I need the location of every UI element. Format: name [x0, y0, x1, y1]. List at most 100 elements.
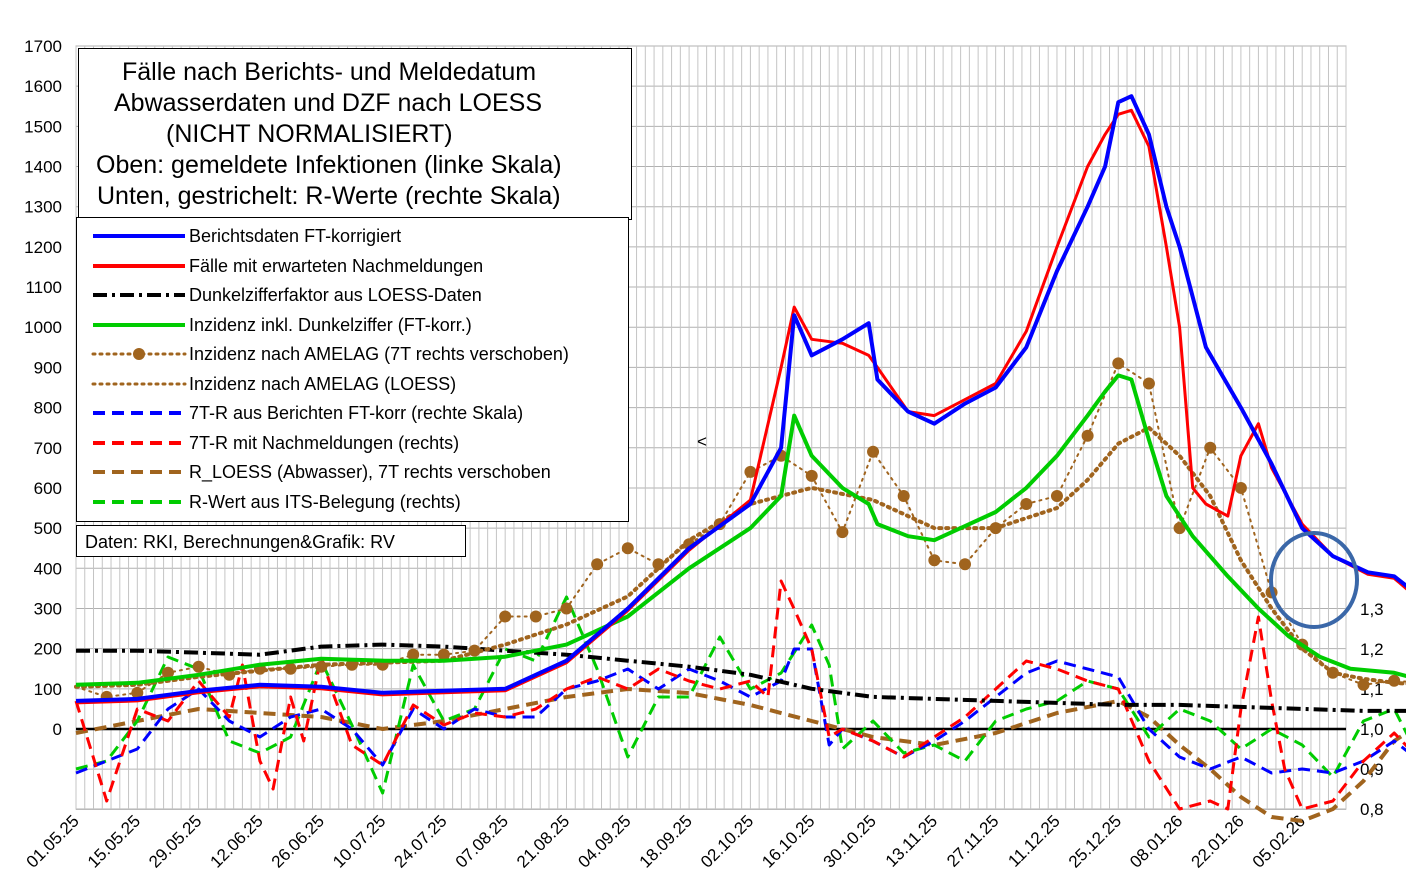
series-line-7 [74, 579, 1406, 811]
legend-swatch [93, 499, 185, 504]
legend-item: Dunkelzifferfaktor aus LOESS-Daten [77, 281, 628, 310]
annotation-mark: < [697, 432, 707, 451]
series-marker-4 [1357, 678, 1370, 691]
left-tick-label: 200 [34, 640, 62, 659]
series-line-3 [75, 373, 1406, 687]
x-tick-label: 25.12.25 [1065, 811, 1125, 871]
left-tick-label: 1000 [24, 318, 62, 337]
series-marker-4 [1204, 441, 1217, 454]
right-tick-label: 1,0 [1360, 720, 1384, 739]
legend: Berichtsdaten FT-korrigiert Fälle mit erw… [76, 217, 629, 522]
legend-label: 7T-R mit Nachmeldungen (rechts) [189, 432, 460, 453]
series-marker-4 [1173, 522, 1186, 535]
series-marker-4 [499, 610, 512, 623]
legend-item: Inzidenz nach AMELAG (7T rechts verschob… [77, 340, 628, 369]
legend-swatch [93, 263, 185, 268]
right-tick-label: 1,2 [1360, 640, 1384, 659]
series-marker-4 [867, 445, 880, 458]
series-marker-4 [529, 610, 542, 623]
left-tick-label: 1300 [24, 198, 62, 217]
x-tick-label: 21.08.25 [513, 811, 573, 871]
legend-label: Fälle mit erwarteten Nachmeldungen [189, 255, 484, 276]
series-marker-4 [407, 648, 420, 661]
legend-item: Berichtsdaten FT-korrigiert [77, 222, 628, 251]
legend-item: Inzidenz nach AMELAG (LOESS) [77, 370, 628, 399]
legend-item: Inzidenz inkl. Dunkelziffer (FT-korr.) [77, 311, 628, 340]
series-line-4 [75, 362, 1406, 698]
series-marker-4 [192, 660, 205, 673]
title-box: Fälle nach Berichts- und Meldedatum Abwa… [78, 48, 632, 220]
series-marker-4 [805, 469, 818, 482]
left-tick-label: 0 [53, 720, 62, 739]
series-marker-4 [1112, 357, 1125, 370]
x-tick-label: 01.05.25 [23, 811, 83, 871]
legend-label: Inzidenz nach AMELAG (7T rechts verschob… [189, 344, 569, 364]
series-marker-4 [161, 666, 174, 679]
series-marker-4 [284, 662, 297, 675]
x-tick-label: 10.07.25 [329, 811, 389, 871]
legend-swatch [93, 234, 185, 238]
right-tick-label: 1,3 [1360, 600, 1384, 619]
series-marker-4 [1050, 489, 1063, 502]
left-tick-label: 100 [34, 680, 62, 699]
legend-label: 7T-R aus Berichten FT-korr (rechte Skala… [189, 403, 524, 423]
series-line-0 [75, 94, 1406, 703]
legend-item: Fälle mit erwarteten Nachmeldungen [77, 252, 628, 281]
series-line-2 [76, 642, 1406, 713]
series-marker-4 [744, 465, 757, 478]
left-tick-label: 500 [34, 519, 62, 538]
series-marker-4 [928, 554, 941, 567]
series-marker-4 [652, 558, 665, 571]
legend-label: Dunkelzifferfaktor aus LOESS-Daten [189, 285, 482, 305]
x-tick-label: 18.09.25 [636, 811, 696, 871]
title-line-5: Unten, gestrichelt: R-Werte (rechte Skal… [97, 182, 561, 210]
left-tick-label: 900 [34, 358, 62, 377]
series-marker-4 [1326, 666, 1339, 679]
series-marker-4 [315, 660, 328, 673]
left-tick-label: 1400 [24, 158, 62, 177]
x-tick-label: 30.10.25 [820, 811, 880, 871]
x-tick-label: 12.06.25 [207, 811, 267, 871]
highlight-circle [1269, 531, 1359, 629]
series-line-5 [74, 425, 1406, 689]
left-tick-label: 1700 [24, 37, 62, 56]
left-tick-label: 1100 [25, 278, 62, 297]
x-tick-label: 29.05.25 [145, 811, 205, 871]
legend-label: Berichtsdaten FT-korrigiert [189, 226, 402, 246]
x-tick-label: 16.10.25 [758, 811, 818, 871]
legend-label: Inzidenz inkl. Dunkelziffer (FT-korr.) [189, 314, 472, 335]
title-line-1: Fälle nach Berichts- und Meldedatum [122, 58, 537, 86]
series-marker-4 [468, 644, 481, 657]
legend-swatch [93, 470, 185, 474]
series-line-8 [75, 687, 1406, 823]
title-line-3: (NICHT NORMALISIERT) [166, 120, 453, 148]
legend-swatch [93, 440, 185, 445]
x-tick-label: 13.11.25 [882, 811, 941, 870]
legend-swatch [91, 348, 187, 360]
series-marker-4 [131, 686, 144, 699]
legend-swatch [91, 382, 187, 385]
left-tick-label: 700 [34, 439, 62, 458]
series-marker-4 [959, 558, 971, 571]
legend-label: R_LOESS (Abwasser), 7T rechts verschoben [189, 462, 551, 482]
legend-item: 7T-R aus Berichten FT-korr (rechte Skala… [77, 399, 628, 428]
x-tick-label: 02.10.25 [697, 811, 757, 871]
x-tick-label: 07.08.25 [452, 811, 512, 871]
legend-label: R-Wert aus ITS-Belegung (rechts) [189, 491, 461, 512]
series-marker-4 [897, 489, 910, 502]
right-tick-label: 0,8 [1360, 800, 1384, 819]
x-tick-label: 26.06.25 [268, 811, 328, 871]
left-tick-label: 1200 [24, 238, 62, 257]
x-tick-label: 27.11.25 [943, 811, 1002, 870]
series-marker-4 [1081, 429, 1094, 442]
series-layer [74, 94, 1406, 823]
legend-item: R-Wert aus ITS-Belegung (rechts) [77, 488, 628, 517]
series-marker-4 [621, 542, 634, 555]
x-tick-label: 04.09.25 [574, 811, 634, 871]
series-marker-4 [591, 558, 604, 571]
series-line-9 [75, 595, 1406, 795]
series-marker-4 [836, 526, 849, 539]
title-line-2: Abwasserdaten und DZF nach LOESS [114, 89, 543, 117]
legend-swatch-marker [133, 348, 145, 360]
